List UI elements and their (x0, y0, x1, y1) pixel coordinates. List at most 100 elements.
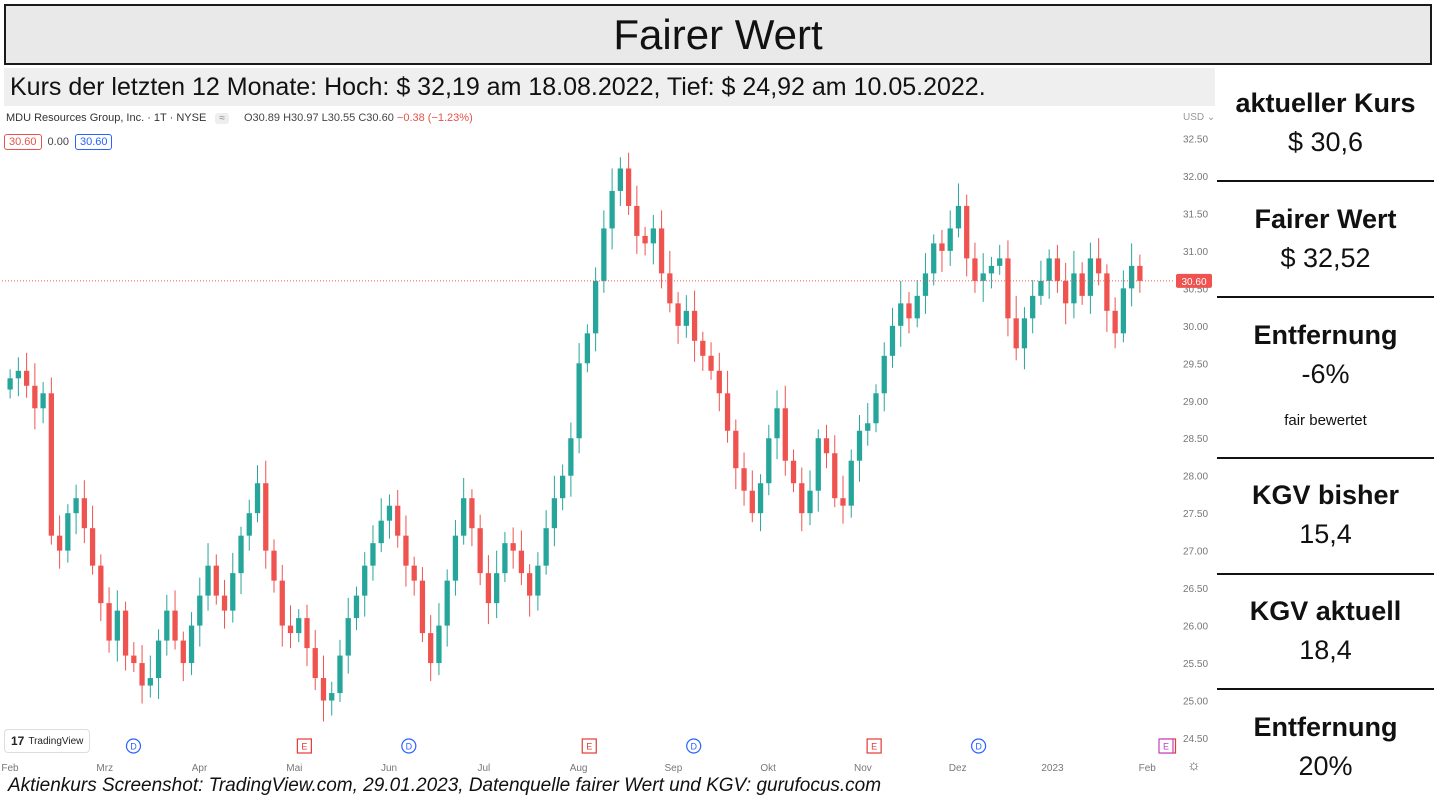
candle-body (807, 490, 813, 514)
earnings-marker-label: E (586, 742, 592, 752)
candle-body (609, 190, 615, 229)
candle-body (279, 580, 285, 626)
candle-body (461, 498, 467, 536)
chart-settings-gear-icon[interactable]: ☼ (1187, 757, 1201, 774)
candle-body (395, 505, 401, 536)
panel-fair-value: Fairer Wert $ 32,52 (1217, 204, 1434, 274)
candle-body (444, 580, 450, 626)
candle-body (139, 663, 145, 686)
x-tick-label: Okt (760, 763, 776, 774)
panel-value: 18,4 (1299, 635, 1352, 665)
candle-body (15, 370, 22, 379)
candle-body (1030, 295, 1036, 319)
candle-body (477, 528, 483, 574)
candle-body (40, 393, 46, 409)
candle-body (766, 438, 772, 484)
source-caption: Aktienkurs Screenshot: TradingView.com, … (8, 775, 882, 796)
x-tick-label: 2023 (1041, 763, 1064, 774)
candle-body (510, 543, 516, 551)
candle-body (205, 565, 211, 596)
candle-body (997, 258, 1003, 266)
candle-body (23, 370, 30, 386)
candle-body (56, 535, 63, 551)
candle-body (749, 490, 755, 514)
earnings-marker-label: E (871, 742, 877, 752)
candle-body (180, 640, 186, 664)
candle-body (230, 573, 236, 611)
candle-body (1120, 288, 1127, 334)
candle-body (865, 423, 871, 431)
candle-body (65, 513, 71, 551)
x-tick-label: Aug (570, 763, 588, 774)
panel-current-price: aktueller Kurs $ 30,6 (1217, 88, 1434, 158)
candle-body (48, 393, 54, 536)
tradingview-logo-text: TradingView (28, 735, 84, 747)
x-tick-label: Sep (664, 763, 682, 774)
candle-body (428, 633, 434, 664)
candle-body (922, 273, 929, 296)
ohlc-close: C30.60 (358, 112, 394, 124)
ask-value[interactable]: 30.60 (74, 134, 113, 150)
panel-value: 20% (1298, 751, 1353, 781)
candle-body (898, 303, 904, 326)
bid-value[interactable]: 30.60 (4, 134, 42, 150)
candle-body (89, 528, 96, 566)
panel-divider (1217, 457, 1434, 459)
panel-value: -6% (1301, 359, 1350, 389)
candle-body (642, 235, 648, 244)
candle-body (263, 483, 269, 551)
candle-body (733, 430, 739, 469)
ohlc-low: L30.55 (321, 112, 356, 124)
panel-divider (1217, 180, 1434, 182)
candle-body (378, 520, 384, 544)
y-tick-label: 27.50 (1183, 509, 1208, 520)
candle-body (131, 655, 137, 664)
dividend-marker-label: D (406, 742, 413, 752)
candle-body (73, 498, 79, 514)
tradingview-logo[interactable]: 17 TradingView (4, 729, 91, 753)
compare-pill[interactable]: ≈ (215, 113, 229, 124)
candle-body (98, 565, 104, 604)
panel-label: Fairer Wert (1254, 204, 1397, 234)
y-tick-label: 32.50 (1183, 134, 1208, 145)
candle-body (320, 678, 327, 701)
candle-body (667, 273, 673, 304)
candle-body (419, 580, 426, 634)
dividend-marker-label: D (130, 742, 137, 752)
y-tick-label: 27.00 (1183, 547, 1208, 558)
candle-body (675, 303, 681, 326)
spread-value: 0.00 (47, 136, 69, 148)
price-chart[interactable]: 32.50 32.00 31.50 31.00 30.50 30.00 29.50 29.00… (0, 108, 1215, 776)
next-earnings-marker (1158, 738, 1174, 754)
candle-body (625, 168, 632, 206)
panel-divider (1217, 573, 1434, 575)
x-tick-label: Apr (192, 763, 208, 774)
quote-values: 30.60 0.00 30.60 (4, 134, 113, 150)
y-tick-label: 29.50 (1183, 359, 1208, 370)
panel-label: aktueller Kurs (1235, 88, 1416, 118)
candle-body (345, 618, 351, 656)
candle-body (848, 460, 854, 506)
panel-distance-fair: Entfernung -6% fair bewertet (1217, 320, 1434, 429)
candle-body (658, 228, 665, 274)
x-tick-label: Jul (477, 763, 490, 774)
candle-body (576, 363, 582, 439)
earnings-marker (296, 738, 312, 754)
candle-body (634, 205, 640, 236)
y-tick-label: 29.00 (1183, 397, 1208, 408)
candle-body (221, 595, 228, 611)
panel-value: $ 30,6 (1287, 127, 1364, 157)
candle-body (452, 535, 459, 581)
dividend-marker (125, 738, 142, 754)
candle-body (535, 565, 541, 596)
candle-body (988, 265, 995, 274)
candle-body (7, 378, 13, 390)
x-tick-label: Mai (286, 763, 302, 774)
candle-body (213, 565, 219, 596)
y-tick-label: 26.50 (1183, 584, 1208, 595)
symbol-name: MDU Resources Group, Inc. · 1T · NYSE (6, 112, 207, 124)
ohlc-high: H30.97 (283, 112, 319, 124)
dividend-marker (686, 738, 702, 754)
dividend-marker (401, 738, 417, 754)
candle-body (543, 528, 549, 566)
